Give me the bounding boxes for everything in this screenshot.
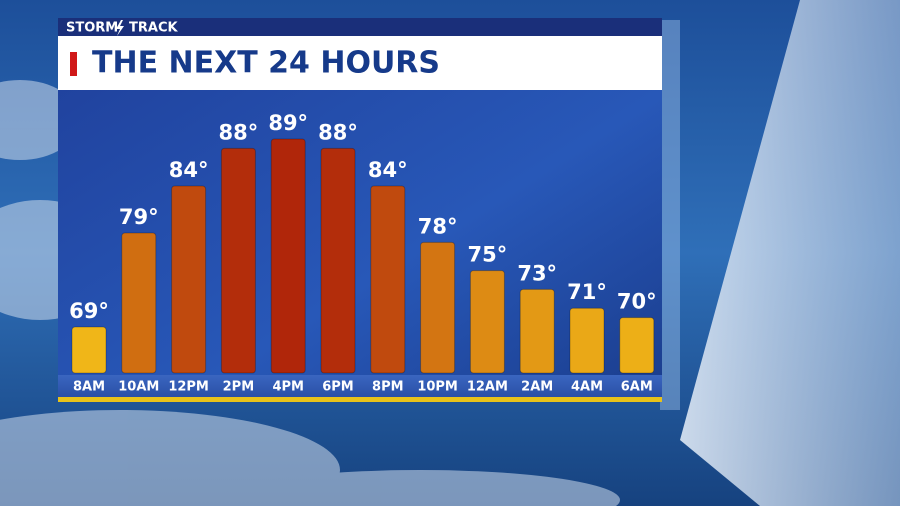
value-label: 69° [69, 299, 109, 323]
value-label: 88° [318, 120, 358, 144]
bar [171, 185, 207, 374]
label-strip [58, 375, 662, 397]
bar [569, 307, 605, 374]
value-label: 70° [617, 290, 657, 314]
x-tick-label: 8AM [73, 380, 105, 395]
brand-bar [58, 18, 662, 36]
brand-left: STORM [66, 21, 118, 36]
x-tick-label: 4PM [272, 380, 304, 395]
x-tick-label: 4AM [571, 380, 603, 395]
x-tick-label: 2AM [521, 380, 553, 395]
plot: 69° 8AM 79° 10AM 84° 12PM 88° 2PM 89° 4PM 88° 6PM 84… [69, 111, 657, 395]
value-label: 84° [169, 158, 209, 182]
value-label: 75° [468, 243, 508, 267]
x-tick-label: 2PM [223, 380, 255, 395]
value-label: 84° [368, 158, 408, 182]
title-marker [70, 52, 77, 76]
value-label: 73° [517, 261, 557, 285]
bar [420, 241, 456, 374]
x-tick-label: 6PM [322, 380, 354, 395]
bar [370, 185, 406, 374]
value-label: 71° [567, 280, 607, 304]
bar [270, 138, 306, 374]
chart-title: THE NEXT 24 HOURS [92, 46, 440, 81]
bar [71, 326, 107, 374]
x-tick-label: 6AM [621, 380, 653, 395]
x-tick-label: 12PM [168, 380, 209, 395]
bar [121, 232, 157, 374]
value-label: 78° [418, 214, 458, 238]
bottom-accent [58, 397, 662, 402]
x-tick-label: 10PM [417, 380, 458, 395]
value-label: 88° [219, 120, 259, 144]
bar [619, 317, 655, 374]
value-label: 79° [119, 205, 159, 229]
x-tick-label: 10AM [118, 380, 159, 395]
x-tick-label: 12AM [467, 380, 508, 395]
x-tick-label: 8PM [372, 380, 404, 395]
bar [320, 147, 356, 374]
brand-right: TRACK [129, 21, 178, 36]
glass-panel [680, 0, 900, 506]
bar [220, 147, 256, 374]
title-bar [58, 36, 662, 90]
bar [469, 270, 505, 374]
value-label: 89° [268, 111, 308, 135]
bolt-icon [116, 20, 124, 36]
panel-edge [660, 20, 680, 410]
bar [519, 288, 555, 374]
